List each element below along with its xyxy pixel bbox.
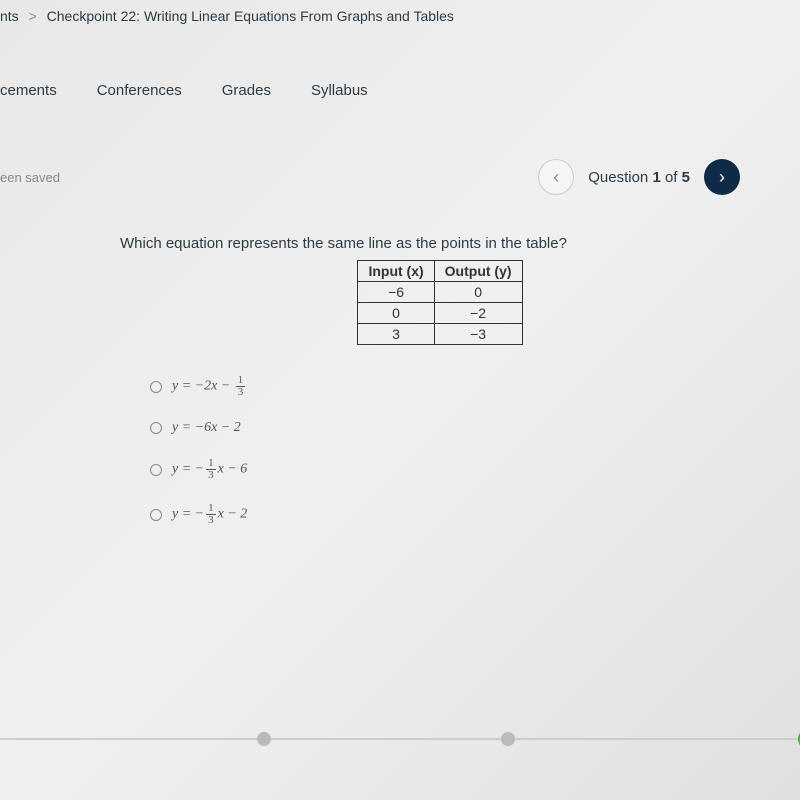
radio-icon[interactable] bbox=[150, 381, 162, 393]
next-question-button[interactable]: › bbox=[704, 159, 740, 195]
table-row: 0 −2 bbox=[358, 303, 522, 324]
answer-options: y = −2x − 13 y = −6x − 2 y = −13x − 6 y … bbox=[120, 375, 760, 526]
radio-icon[interactable] bbox=[150, 422, 162, 434]
tab-conferences[interactable]: Conferences bbox=[97, 82, 182, 99]
fraction: 13 bbox=[236, 375, 246, 398]
table-cell: 0 bbox=[434, 282, 522, 303]
question-total: 5 bbox=[682, 169, 690, 186]
saved-indicator: een saved bbox=[0, 170, 60, 185]
table-cell: −3 bbox=[434, 324, 522, 345]
option-c[interactable]: y = −13x − 6 bbox=[150, 458, 760, 481]
option-b-text: y = −6x − 2 bbox=[172, 420, 241, 436]
table-row: 3 −3 bbox=[358, 324, 522, 345]
progress-dot[interactable] bbox=[501, 732, 515, 746]
option-a[interactable]: y = −2x − 13 bbox=[150, 375, 760, 398]
table-cell: −6 bbox=[358, 282, 434, 303]
question-area: Which equation represents the same line … bbox=[0, 215, 800, 526]
radio-icon[interactable] bbox=[150, 509, 162, 521]
table-head-y: Output (y) bbox=[434, 261, 522, 282]
data-table: Input (x) Output (y) −6 0 0 −2 3 −3 bbox=[357, 260, 522, 345]
table-head-x: Input (x) bbox=[358, 261, 434, 282]
progress-dot[interactable] bbox=[257, 732, 271, 746]
question-label-mid: of bbox=[661, 169, 682, 186]
option-b[interactable]: y = −6x − 2 bbox=[150, 420, 760, 436]
tab-grades[interactable]: Grades bbox=[222, 82, 271, 99]
table-header-row: Input (x) Output (y) bbox=[358, 261, 522, 282]
tab-syllabus[interactable]: Syllabus bbox=[311, 82, 368, 99]
question-counter: Question 1 of 5 bbox=[588, 169, 690, 186]
tab-announcements[interactable]: cements bbox=[0, 82, 57, 99]
question-prompt: Which equation represents the same line … bbox=[120, 235, 760, 252]
breadcrumb-title[interactable]: Checkpoint 22: Writing Linear Equations … bbox=[47, 8, 454, 24]
option-d[interactable]: y = −13x − 2 bbox=[150, 503, 760, 526]
question-nav: ‹ Question 1 of 5 › bbox=[538, 159, 740, 195]
table-cell: 3 bbox=[358, 324, 434, 345]
breadcrumb: nts > Checkpoint 22: Writing Linear Equa… bbox=[0, 0, 800, 32]
question-current: 1 bbox=[652, 169, 660, 186]
table-cell: 0 bbox=[358, 303, 434, 324]
table-row: −6 0 bbox=[358, 282, 522, 303]
question-label-pre: Question bbox=[588, 169, 652, 186]
fraction: 13 bbox=[206, 458, 216, 481]
prev-question-button[interactable]: ‹ bbox=[538, 159, 574, 195]
course-tabs: cements Conferences Grades Syllabus bbox=[0, 32, 800, 119]
option-c-text: y = −13x − 6 bbox=[172, 458, 247, 481]
option-d-text: y = −13x − 2 bbox=[172, 503, 247, 526]
fraction: 13 bbox=[206, 503, 216, 526]
question-header-row: een saved ‹ Question 1 of 5 › bbox=[0, 119, 800, 215]
breadcrumb-prefix: nts bbox=[0, 8, 19, 24]
progress-track bbox=[0, 738, 800, 740]
option-a-text: y = −2x − 13 bbox=[172, 375, 247, 398]
breadcrumb-sep: > bbox=[29, 8, 37, 24]
table-cell: −2 bbox=[434, 303, 522, 324]
radio-icon[interactable] bbox=[150, 464, 162, 476]
